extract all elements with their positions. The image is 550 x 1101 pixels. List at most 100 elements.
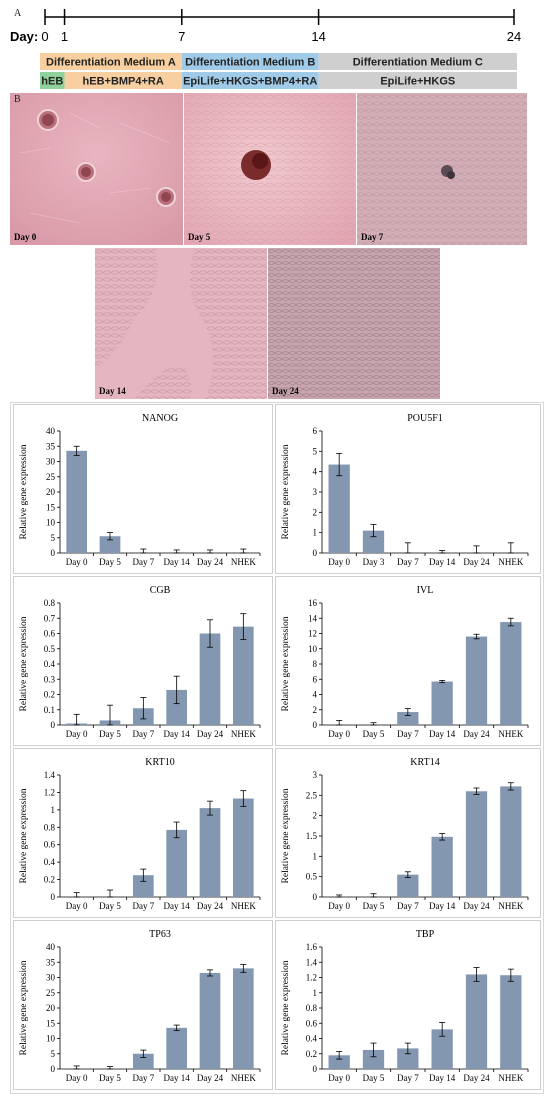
tp63-bar-day-14 — [166, 1027, 187, 1069]
cgb-xtick-label-day-24: Day 24 — [197, 729, 224, 739]
nanog-ytick-label: 5 — [51, 533, 56, 543]
ivl-ytick-label: 8 — [313, 659, 318, 669]
timeline-tick-label-24: 24 — [507, 29, 521, 44]
cgb-xtick-label-day-14: Day 14 — [164, 729, 191, 739]
krt10-ytick-label: 0.8 — [44, 822, 56, 832]
supplement-bar-heb — [40, 72, 65, 89]
tp63-xtick-label-day-14: Day 14 — [164, 1073, 191, 1083]
micrograph-day14-label: Day 14 — [99, 386, 126, 396]
tp63-ytick-label: 10 — [46, 1034, 56, 1044]
micrograph-day24-label: Day 24 — [272, 386, 299, 396]
medium-label-differentiation-medium-a: Differentiation Medium A — [46, 57, 176, 69]
nanog-ytick-label: 15 — [46, 502, 56, 512]
timeline-tick-label-14: 14 — [311, 29, 325, 44]
ivl-ytick-label: 4 — [313, 690, 318, 700]
cgb-xtick-label-day-7: Day 7 — [132, 729, 154, 739]
pou5f1-title: POU5F1 — [407, 413, 443, 424]
krt10-ytick-label: 0.4 — [44, 857, 56, 867]
pou5f1-ytick-label: 2 — [313, 507, 318, 517]
tp63-title: TP63 — [149, 929, 171, 940]
cgb-bar-nhek — [233, 626, 254, 725]
nanog-ytick-label: 0 — [51, 548, 56, 558]
krt14-ytick-label: 1 — [313, 851, 318, 861]
tbp-ytick-label: 1.4 — [306, 957, 318, 967]
nanog-ytick-label: 35 — [46, 441, 56, 451]
ivl-ylabel: Relative gene expression — [281, 616, 291, 711]
pou5f1-ylabel: Relative gene expression — [281, 444, 291, 539]
krt14-ylabel: Relative gene expression — [281, 788, 291, 883]
tbp-xtick-label-day-7: Day 7 — [397, 1073, 419, 1083]
nanog-ytick-label: 40 — [46, 426, 56, 436]
krt10-xtick-label-day-0: Day 0 — [66, 901, 88, 911]
tbp-ytick-label: 0 — [313, 1064, 318, 1074]
krt14-xtick-label-day-0: Day 0 — [328, 901, 350, 911]
tp63-ytick-label: 35 — [46, 957, 56, 967]
chart-cgb: CGB Relative gene expression 0 0.1 0.2 0.3 0.4… — [13, 576, 273, 746]
krt10-ytick-label: 0.6 — [44, 840, 56, 850]
krt14-xtick-label-day-7: Day 7 — [397, 901, 419, 911]
micrograph-day0-label: Day 0 — [14, 232, 37, 242]
medium-label-differentiation-medium-b: Differentiation Medium B — [185, 57, 315, 69]
timeline-diagram: Day: 0 1 7 14 24 Differentiation Medium A Diffe… — [10, 9, 521, 89]
krt10-ytick-label: 0 — [51, 892, 56, 902]
krt10-ytick-label: 0.2 — [44, 875, 55, 885]
nanog-ytick-label: 25 — [46, 472, 56, 482]
medium-bar-differentiation-medium-a — [40, 53, 182, 70]
nanog-bar-day-0 — [66, 450, 87, 553]
krt14-bar-day-14 — [431, 836, 453, 897]
pou5f1-ytick-label: 5 — [313, 446, 318, 456]
pou5f1-ytick-label: 6 — [313, 426, 318, 436]
cgb-xtick-label-day-5: Day 5 — [99, 729, 121, 739]
tbp-bar-day-7 — [397, 1048, 419, 1069]
supplement-label-epilife-hkgs-bmp4-ra: EpiLife+HKGS+BMP4+RA — [183, 76, 317, 88]
ivl-xtick-label-day-14: Day 14 — [429, 729, 456, 739]
ivl-bar-nhek — [500, 622, 522, 725]
pou5f1-bar-day-3 — [362, 530, 385, 553]
nanog-ytick-label: 30 — [46, 457, 56, 467]
micrograph-day7-label: Day 7 — [361, 232, 384, 242]
krt10-xtick-label-nhek: NHEK — [231, 901, 256, 911]
timeline-tick-label-7: 7 — [178, 29, 185, 44]
tbp-ytick-label: 1.6 — [306, 942, 318, 952]
chart-pou5f1: POU5F1 Relative gene expression 0 1 2 3 4 5 6 Day… — [275, 404, 541, 574]
chart-ivl: IVL Relative gene expression 0 2 4 6 8 10 12 14 16… — [275, 576, 541, 746]
tbp-xtick-label-day-14: Day 14 — [429, 1073, 456, 1083]
krt14-title: KRT14 — [410, 757, 439, 768]
supplement-bar-epilife-hkgs-bmp4-ra — [181, 72, 319, 89]
nanog-bar-day-5 — [99, 536, 121, 553]
medium-bar-differentiation-medium-c — [318, 53, 517, 70]
krt10-xtick-label-day-14: Day 14 — [164, 901, 191, 911]
cgb-ytick-label: 0 — [51, 720, 56, 730]
medium-label-differentiation-medium-c: Differentiation Medium C — [353, 57, 483, 69]
krt14-ytick-label: 2 — [313, 811, 318, 821]
tp63-ytick-label: 0 — [51, 1064, 56, 1074]
ivl-xtick-label-day-7: Day 7 — [397, 729, 419, 739]
cgb-ytick-label: 0.3 — [44, 674, 56, 684]
tbp-xtick-label-day-0: Day 0 — [328, 1073, 350, 1083]
ivl-ytick-label: 2 — [313, 705, 318, 715]
micrograph-day0: Day 0 — [10, 93, 183, 245]
krt10-ytick-label: 1 — [51, 805, 56, 815]
cgb-bar-day-24 — [199, 633, 221, 725]
tp63-ytick-label: 20 — [46, 1003, 56, 1013]
timeline-tick-label-0: 0 — [41, 29, 48, 44]
ivl-ytick-label: 14 — [308, 613, 318, 623]
supplement-bar-heb-bmp4-ra — [64, 72, 182, 89]
ivl-xtick-label-day-0: Day 0 — [328, 729, 350, 739]
tp63-ytick-label: 40 — [46, 942, 56, 952]
krt14-xtick-label-nhek: NHEK — [498, 901, 523, 911]
tp63-ytick-label: 25 — [46, 988, 56, 998]
nanog-xtick-label-day-14: Day 14 — [164, 557, 191, 567]
tbp-bar-day-14 — [431, 1029, 453, 1069]
cgb-ytick-label: 0.6 — [44, 629, 56, 639]
panel-b-letter: B — [14, 94, 21, 105]
cgb-ytick-label: 0.8 — [44, 598, 56, 608]
tp63-bar-day-24 — [199, 972, 221, 1069]
cgb-ytick-label: 0.1 — [44, 705, 55, 715]
cgb-bar-day-14 — [166, 689, 187, 725]
tp63-ylabel: Relative gene expression — [19, 960, 29, 1055]
supplement-label-heb: hEB — [41, 76, 63, 88]
tbp-xtick-label-day-5: Day 5 — [363, 1073, 385, 1083]
tp63-ytick-label: 5 — [51, 1049, 56, 1059]
